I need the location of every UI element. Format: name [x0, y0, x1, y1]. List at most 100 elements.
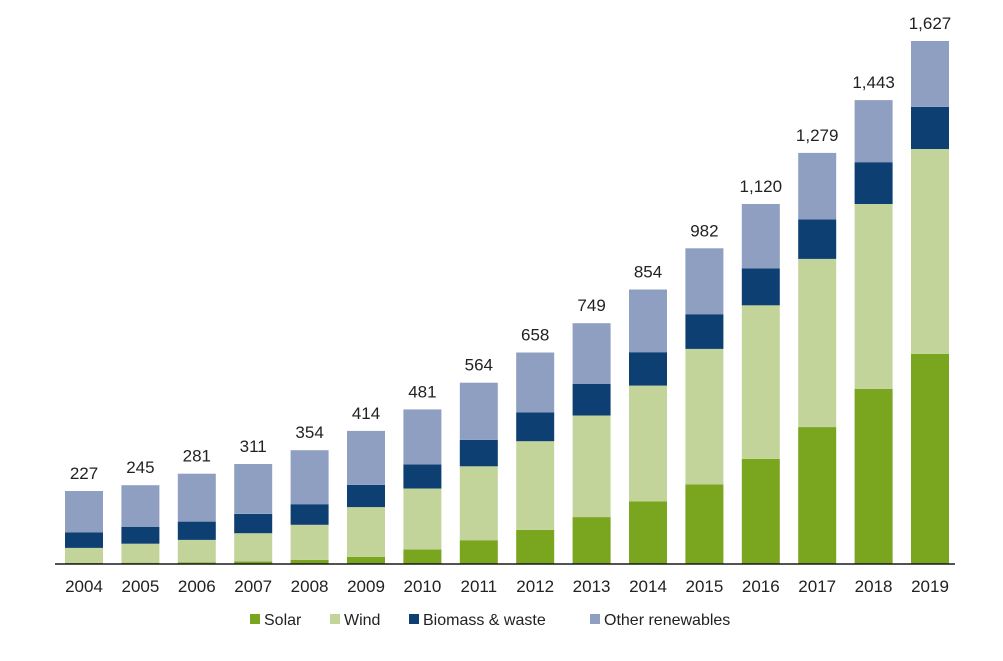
- x-tick-label-2013: 2013: [573, 577, 611, 596]
- bar-solar-2007: [234, 561, 273, 564]
- total-label-2009: 414: [352, 404, 380, 423]
- total-label-2013: 749: [577, 296, 605, 315]
- legend-item-solar: Solar: [250, 612, 302, 629]
- bar-other-renewables-2014: [629, 289, 667, 353]
- bar-other-renewables-2017: [798, 152, 837, 220]
- bar-biomass-waste-2018: [854, 162, 893, 204]
- legend-label-biomass-waste: Biomass & waste: [423, 612, 546, 629]
- x-tick-label-2016: 2016: [742, 577, 780, 596]
- total-label-2016: 1,120: [740, 177, 783, 196]
- bar-wind-2019: [911, 149, 949, 354]
- bar-wind-2012: [516, 441, 555, 530]
- total-label-2007: 311: [240, 437, 267, 456]
- bar-solar-2016: [741, 458, 780, 564]
- bar-wind-2007: [234, 533, 273, 562]
- bar-biomass-waste-2019: [911, 106, 949, 149]
- bar-wind-2016: [741, 305, 780, 459]
- bar-biomass-waste-2010: [403, 464, 442, 489]
- bar-solar-2008: [290, 559, 329, 564]
- bar-wind-2015: [685, 348, 724, 485]
- bar-solar-2013: [572, 517, 611, 564]
- legend: Solar Wind Biomass & waste Other renewables: [250, 612, 730, 629]
- bar-other-renewables-2016: [741, 204, 780, 269]
- x-tick-label-2009: 2009: [347, 577, 385, 596]
- x-tick-label-2017: 2017: [798, 577, 836, 596]
- legend-swatch-wind: [330, 614, 340, 624]
- total-label-2014: 854: [634, 263, 662, 282]
- legend-swatch-other-renewables: [590, 614, 600, 624]
- x-axis-ticks: 2004 2005 2006 2007 2008 2009 2010 2011 2012 2013…: [65, 577, 949, 596]
- bars-layer: [65, 41, 949, 564]
- x-tick-label-2014: 2014: [629, 577, 667, 596]
- x-tick-label-2007: 2007: [234, 577, 272, 596]
- bar-other-renewables-2005: [121, 485, 160, 527]
- x-tick-label-2010: 2010: [403, 577, 441, 596]
- bar-wind-2008: [290, 524, 329, 560]
- total-label-2011: 564: [465, 356, 493, 375]
- bar-biomass-waste-2009: [347, 484, 385, 508]
- bar-other-renewables-2013: [572, 323, 611, 384]
- bar-solar-2010: [403, 549, 442, 564]
- total-label-2015: 982: [690, 221, 718, 240]
- legend-swatch-solar: [250, 614, 260, 624]
- bar-other-renewables-2015: [685, 248, 724, 315]
- x-tick-label-2012: 2012: [516, 577, 554, 596]
- x-tick-label-2005: 2005: [121, 577, 159, 596]
- bar-solar-2012: [516, 529, 555, 564]
- bar-wind-2006: [177, 539, 216, 563]
- x-tick-label-2004: 2004: [65, 577, 103, 596]
- bar-solar-2015: [685, 484, 724, 564]
- bar-other-renewables-2010: [403, 409, 442, 465]
- bar-biomass-waste-2012: [516, 412, 555, 442]
- legend-label-solar: Solar: [264, 612, 302, 629]
- total-labels-layer: 227 245 281 311 354 414 481 564 658 749 854 982 1,12…: [70, 14, 951, 483]
- legend-item-biomass-waste: Biomass & waste: [409, 612, 546, 629]
- bar-biomass-waste-2014: [629, 352, 667, 386]
- total-label-2010: 481: [408, 382, 436, 401]
- bar-solar-2011: [459, 540, 498, 564]
- bar-biomass-waste-2013: [572, 384, 611, 416]
- bar-biomass-waste-2016: [741, 268, 780, 306]
- total-label-2008: 354: [295, 423, 323, 442]
- bar-other-renewables-2018: [854, 100, 893, 163]
- bar-solar-2018: [854, 388, 893, 564]
- legend-swatch-biomass-waste: [409, 614, 419, 624]
- x-tick-label-2011: 2011: [461, 577, 498, 596]
- bar-solar-2017: [798, 427, 837, 564]
- bar-wind-2004: [65, 547, 103, 563]
- bar-other-renewables-2006: [177, 473, 216, 522]
- bar-wind-2005: [121, 543, 160, 563]
- total-label-2017: 1,279: [796, 126, 839, 145]
- bar-solar-2009: [347, 556, 385, 564]
- bar-wind-2011: [459, 466, 498, 541]
- bar-wind-2014: [629, 385, 667, 502]
- bar-biomass-waste-2005: [121, 527, 160, 544]
- bar-wind-2018: [854, 204, 893, 389]
- legend-item-wind: Wind: [330, 612, 380, 629]
- bar-solar-2019: [911, 353, 949, 564]
- legend-label-wind: Wind: [344, 612, 380, 629]
- bar-biomass-waste-2011: [459, 439, 498, 467]
- x-tick-label-2019: 2019: [911, 577, 949, 596]
- total-label-2018: 1,443: [852, 73, 895, 92]
- bar-biomass-waste-2004: [65, 532, 103, 548]
- bar-other-renewables-2011: [459, 382, 498, 440]
- bar-other-renewables-2008: [290, 450, 329, 505]
- total-label-2012: 658: [521, 326, 549, 345]
- x-tick-label-2008: 2008: [291, 577, 329, 596]
- total-label-2004: 227: [70, 464, 98, 483]
- bar-other-renewables-2012: [516, 352, 555, 413]
- bar-biomass-waste-2006: [177, 521, 216, 540]
- bar-other-renewables-2019: [911, 41, 949, 107]
- total-label-2006: 281: [183, 447, 211, 466]
- x-tick-label-2015: 2015: [685, 577, 723, 596]
- x-tick-label-2006: 2006: [178, 577, 216, 596]
- bar-other-renewables-2004: [65, 491, 103, 533]
- bar-biomass-waste-2015: [685, 314, 724, 349]
- total-label-2019: 1,627: [909, 14, 952, 33]
- bar-solar-2006: [177, 562, 216, 564]
- bar-biomass-waste-2008: [290, 504, 329, 525]
- bar-wind-2009: [347, 507, 385, 557]
